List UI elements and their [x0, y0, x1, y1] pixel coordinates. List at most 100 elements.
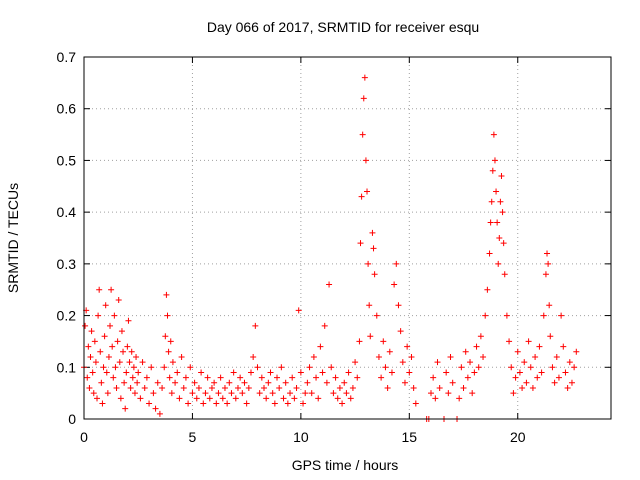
data-point	[256, 390, 263, 397]
data-point	[208, 384, 215, 391]
data-point	[358, 193, 365, 200]
data-point	[545, 260, 552, 267]
data-point	[391, 281, 398, 288]
data-point	[317, 343, 324, 350]
data-point	[467, 359, 474, 366]
data-point	[274, 374, 281, 381]
data-point	[241, 379, 248, 386]
data-point	[460, 384, 467, 391]
data-point	[193, 395, 200, 402]
data-point	[172, 379, 179, 386]
data-point	[536, 343, 543, 350]
data-point	[408, 353, 415, 360]
data-point	[330, 390, 337, 397]
data-point	[401, 379, 408, 386]
data-point	[564, 384, 571, 391]
data-point	[85, 343, 92, 350]
data-point	[371, 271, 378, 278]
data-point	[354, 374, 361, 381]
data-point	[521, 359, 528, 366]
data-point	[110, 374, 117, 381]
data-point	[135, 369, 142, 376]
data-point	[163, 291, 170, 298]
data-point	[323, 379, 330, 386]
data-point	[161, 364, 168, 371]
data-point	[384, 384, 391, 391]
data-point	[473, 343, 480, 350]
data-point	[100, 364, 107, 371]
data-point	[230, 369, 237, 376]
data-point	[343, 390, 350, 397]
data-point	[336, 384, 343, 391]
data-point	[488, 198, 495, 205]
data-point	[370, 245, 377, 252]
data-point	[243, 400, 250, 407]
y-tick-label: 0.4	[57, 204, 77, 220]
data-point	[143, 374, 150, 381]
data-point	[95, 312, 102, 319]
data-point	[529, 384, 536, 391]
data-point	[506, 338, 513, 345]
data-point	[493, 188, 500, 195]
x-axis-label: GPS time / hours	[292, 457, 399, 473]
data-point	[148, 364, 155, 371]
data-point	[491, 157, 498, 164]
data-point	[386, 348, 393, 355]
data-point	[352, 359, 359, 366]
data-point	[397, 328, 404, 335]
data-point	[86, 384, 93, 391]
data-point	[359, 131, 366, 138]
data-point	[117, 395, 124, 402]
data-point	[365, 260, 372, 267]
data-point	[109, 343, 116, 350]
data-point	[447, 353, 454, 360]
data-point	[159, 384, 166, 391]
data-point	[87, 353, 94, 360]
data-point	[486, 250, 493, 257]
data-point	[347, 395, 354, 402]
grid	[84, 57, 611, 419]
data-point	[88, 328, 95, 335]
data-point	[412, 400, 419, 407]
data-point	[282, 379, 289, 386]
y-tick-label: 0.5	[57, 152, 77, 168]
data-point	[84, 374, 91, 381]
data-point	[558, 312, 565, 319]
data-point	[164, 312, 171, 319]
data-point	[139, 359, 146, 366]
data-point	[360, 95, 367, 102]
data-point	[252, 322, 259, 329]
data-point	[332, 374, 339, 381]
data-point	[482, 312, 489, 319]
data-point	[127, 384, 134, 391]
data-point	[497, 198, 504, 205]
data-point	[113, 384, 120, 391]
data-point	[445, 390, 452, 397]
data-point	[534, 374, 541, 381]
data-point	[219, 395, 226, 402]
data-point	[382, 364, 389, 371]
data-point	[228, 390, 235, 397]
data-point	[436, 384, 443, 391]
y-tick-label: 0.7	[57, 49, 77, 65]
data-point	[304, 379, 311, 386]
data-point	[276, 384, 283, 391]
data-point	[198, 369, 205, 376]
data-point	[373, 312, 380, 319]
data-point	[566, 359, 573, 366]
data-point	[490, 131, 497, 138]
data-point	[108, 286, 115, 293]
data-point	[141, 384, 148, 391]
data-point	[185, 400, 192, 407]
data-point	[263, 395, 270, 402]
data-point	[176, 395, 183, 402]
data-point	[432, 395, 439, 402]
data-point	[562, 369, 569, 376]
data-point	[180, 384, 187, 391]
data-point	[131, 390, 138, 397]
data-point	[362, 157, 369, 164]
data-point	[129, 374, 136, 381]
data-point	[514, 348, 521, 355]
y-axis-label: SRMTID / TECUs	[5, 183, 21, 293]
data-point	[313, 374, 320, 381]
